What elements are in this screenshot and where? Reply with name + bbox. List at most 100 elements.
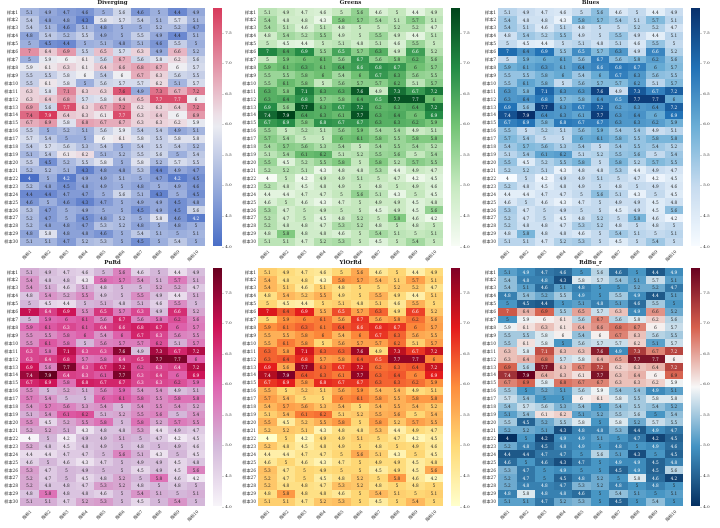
heatmap-cell: 6.6	[590, 323, 610, 332]
heatmap-cell: 6.8	[57, 95, 76, 104]
heatmap-cell: 5	[20, 55, 39, 64]
heatmap-cell: 6.7	[572, 363, 591, 372]
heatmap-cell: 5.5	[131, 31, 150, 40]
heatmap-cell: 5.7	[112, 339, 132, 348]
heatmap-cell: 5.2	[627, 418, 647, 427]
heatmap-cell: 5.5	[276, 331, 296, 340]
heatmap-cell: 4.4	[627, 166, 647, 175]
heatmap-cell: 5.8	[664, 134, 684, 143]
heatmap-cell: 5.4	[572, 402, 591, 411]
heatmap-cell: 4.8	[57, 489, 76, 498]
row-label: 样本7	[6, 317, 18, 323]
heatmap-cell: 5	[424, 481, 444, 491]
row-label: 样本1	[484, 9, 496, 15]
heatmap-cell: 4.3	[313, 166, 333, 175]
row-label: 样本27	[4, 215, 18, 221]
row-label: 样本26	[242, 467, 256, 473]
heatmap-cell: 5.4	[332, 71, 351, 80]
heatmap-cell: 4.6	[57, 23, 76, 33]
heatmap-cell: 5.1	[332, 39, 351, 48]
heatmap-cell: 5.4	[516, 410, 536, 419]
heatmap-cell: 4.9	[627, 291, 647, 300]
heatmap-cell: 5	[38, 386, 58, 396]
heatmap-cell: 5.4	[38, 291, 58, 300]
heatmap-cell: 5	[646, 229, 665, 238]
heatmap-cell: 4.9	[168, 442, 187, 451]
heatmap-cell: 6.7	[332, 363, 351, 372]
heatmap-cell: 6.3	[387, 363, 407, 372]
row-label: 样本25	[242, 459, 256, 465]
heatmap-cell: 5.1	[186, 31, 206, 40]
heatmap-cell: 5.2	[590, 221, 610, 231]
heatmap-cell: 4.8	[590, 426, 610, 435]
heatmap-cell: 5.7	[498, 394, 517, 403]
heatmap-cell: 4.5	[131, 237, 150, 246]
heatmap-cell: 5.1	[168, 339, 187, 348]
heatmap-cell: 6.4	[94, 323, 113, 332]
heatmap-cell: 5.9	[276, 315, 296, 324]
heatmap-cell: 5.8	[627, 213, 647, 223]
row-label: 样本20	[482, 159, 496, 165]
heatmap-cell: 4.9	[313, 206, 333, 215]
heatmap-cell: 5.5	[38, 331, 58, 340]
heatmap-cell: 4.5	[131, 466, 150, 475]
colorbar-tick: – 6.5	[460, 350, 470, 356]
heatmap-cell: 6	[535, 315, 554, 324]
row-label: 样本11	[4, 88, 18, 94]
heatmap-cell: 4.7	[57, 237, 76, 246]
heatmap-cell: 5.5	[313, 158, 333, 167]
heatmap-cell: 5.8	[57, 79, 76, 88]
heatmap-cell: 5.1	[369, 450, 388, 459]
heatmap-cell: 5	[149, 497, 169, 506]
heatmap-cell: 4.9	[149, 47, 169, 56]
heatmap-cell: 5.8	[627, 473, 647, 483]
heatmap-cell: 5	[387, 237, 407, 246]
heatmap-cell: 5.5	[498, 158, 517, 167]
heatmap-cell: 6.9	[664, 110, 684, 120]
heatmap-cell: 4.8	[295, 229, 314, 238]
colorbar	[213, 268, 222, 506]
heatmap-cell: 5.2	[20, 182, 39, 191]
heatmap-cell: 5.5	[406, 299, 425, 308]
heatmap-cell: 5	[535, 394, 554, 403]
heatmap-cell: 5.2	[350, 150, 370, 159]
heatmap-cell: 6.7	[646, 347, 665, 356]
heatmap-cell: 7	[20, 47, 39, 56]
row-label: 样本30	[4, 499, 18, 505]
heatmap-cell: 5.8	[131, 134, 150, 143]
row-label: 样本3	[484, 285, 496, 291]
heatmap-cell: 6.3	[609, 47, 628, 56]
heatmap-cell: 5	[590, 142, 610, 151]
heatmap-cell: 5.5	[258, 79, 277, 88]
heatmap-cell: 6.2	[131, 363, 150, 372]
heatmap-cell: 6.5	[369, 355, 388, 364]
heatmap-cell: 5.1	[369, 299, 388, 308]
heatmap-cell: 6.8	[535, 355, 554, 364]
row-label: 样本18	[242, 404, 256, 410]
heatmap-cell: 5.5	[186, 71, 206, 80]
heatmap-cell: 5.3	[553, 142, 573, 151]
heatmap-cell: 5.1	[553, 126, 573, 136]
heatmap-cell: 5.1	[131, 299, 150, 308]
heatmap-cell: 4.3	[627, 450, 647, 459]
heatmap-cell: 5.1	[186, 229, 206, 238]
heatmap-cell: 4	[20, 174, 39, 183]
colorbar-tick: – 6.0	[700, 381, 710, 387]
heatmap-cell: 5.1	[406, 79, 425, 88]
heatmap-cell: 4.5	[664, 450, 684, 459]
heatmap-cell: 6.5	[131, 355, 150, 364]
heatmap-cell: 4.5	[369, 466, 388, 475]
heatmap-cell: 6.7	[258, 118, 277, 128]
colorbar-tick: – 7.5	[700, 29, 710, 35]
heatmap-cell: 6.2	[553, 150, 573, 159]
heatmap-cell: 5.5	[387, 394, 407, 403]
heatmap-cell: 5.8	[572, 95, 591, 104]
heatmap-cell: 5.4	[516, 291, 536, 300]
heatmap-cell: 6.2	[609, 103, 628, 112]
heatmap-cell: 4.5	[168, 458, 187, 467]
heatmap-cell: 7	[498, 307, 517, 316]
heatmap-cell: 5	[276, 126, 296, 136]
heatmap-cell: 5.5	[627, 134, 647, 143]
heatmap-cell: 4.8	[20, 291, 39, 300]
heatmap-cell: 4.8	[553, 182, 573, 191]
